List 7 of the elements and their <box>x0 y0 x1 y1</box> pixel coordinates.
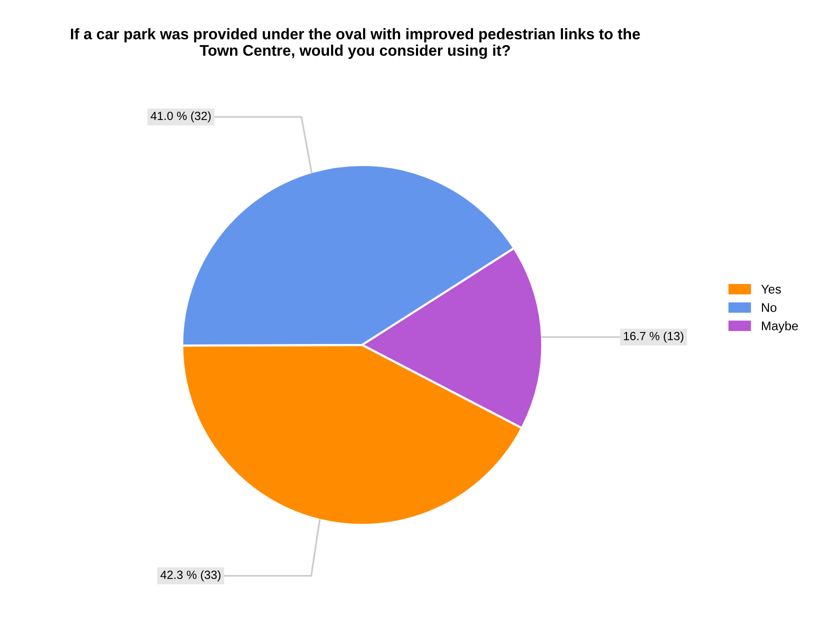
legend-label: Maybe <box>762 321 798 333</box>
legend-label: Yes <box>761 284 781 294</box>
data-label: 16.7 % (13) <box>624 332 684 343</box>
legend-label: No <box>762 303 776 312</box>
chart-title: If a car park was provided under the oval with improved pedestrian links to the Town Centre, would you consider using it? <box>70 28 640 59</box>
data-label: 42.3 % (33) <box>160 570 220 582</box>
data-label: 41.0 % (32) <box>150 111 211 122</box>
